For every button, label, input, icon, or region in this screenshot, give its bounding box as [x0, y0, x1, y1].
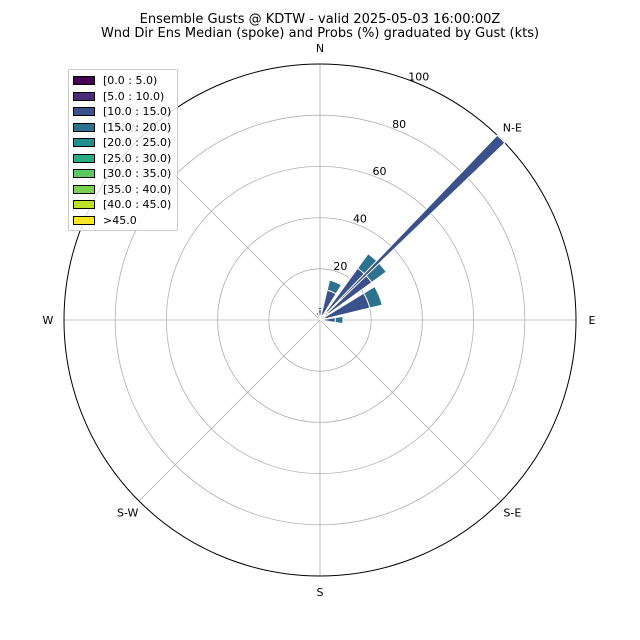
- grid-spoke: [138, 319, 321, 502]
- grid-spoke: [319, 319, 502, 502]
- legend-label: [15.0 : 20.0): [103, 120, 172, 134]
- legend-item: [20.0 : 25.0): [73, 135, 173, 151]
- legend-label: [0.0 : 5.0): [103, 74, 158, 88]
- petal-segment: [317, 306, 323, 311]
- direction-label-s: S: [317, 586, 324, 599]
- radial-tick-label: 80: [392, 118, 406, 131]
- legend-item: [10.0 : 15.0): [73, 104, 173, 120]
- legend-item: >45.0: [73, 213, 173, 229]
- legend-swatch: [73, 122, 95, 132]
- radial-tick-label: 100: [408, 71, 429, 84]
- legend-item: [40.0 : 45.0): [73, 197, 173, 213]
- legend-label: [25.0 : 30.0): [103, 151, 172, 165]
- legend: [0.0 : 5.0) [5.0 : 10.0) [10.0 : 15.0) [15.…: [68, 69, 178, 231]
- legend-swatch: [73, 169, 95, 179]
- radial-tick-label: 40: [353, 213, 367, 226]
- legend-swatch: [73, 76, 95, 86]
- petal-segment: [334, 315, 344, 325]
- legend-swatch: [73, 200, 95, 210]
- legend-swatch: [73, 138, 95, 148]
- radial-tick-label: 20: [333, 260, 347, 273]
- legend-label: [40.0 : 45.0): [103, 198, 172, 212]
- polar-frame: [63, 63, 577, 577]
- legend-item: [5.0 : 10.0): [73, 89, 173, 105]
- legend-swatch: [73, 153, 95, 163]
- direction-label-e: E: [589, 314, 596, 327]
- radial-tick-label: 60: [373, 165, 387, 178]
- legend-item: [35.0 : 40.0): [73, 182, 173, 198]
- median-spoke-group: [319, 134, 506, 321]
- direction-label-s-w: S-W: [117, 506, 139, 519]
- legend-swatch: [73, 91, 95, 101]
- legend-item: [15.0 : 20.0): [73, 120, 173, 136]
- legend-label: [35.0 : 40.0): [103, 182, 172, 196]
- legend-label: >45.0: [103, 213, 137, 227]
- legend-label: [10.0 : 15.0): [103, 105, 172, 119]
- legend-label: [30.0 : 35.0): [103, 167, 172, 181]
- legend-label: [20.0 : 25.0): [103, 136, 172, 150]
- chart-subtitle: Wnd Dir Ens Median (spoke) and Probs (%)…: [100, 26, 540, 41]
- legend-item: [30.0 : 35.0): [73, 166, 173, 182]
- median-spoke: [319, 134, 506, 321]
- direction-label-n: N: [316, 42, 324, 55]
- direction-label-s-e: S-E: [503, 506, 521, 519]
- petal-segment: [326, 279, 343, 295]
- petal-segment: [362, 285, 383, 309]
- legend-label: [5.0 : 10.0): [103, 89, 165, 103]
- legend-item: [0.0 : 5.0): [73, 73, 173, 89]
- legend-swatch: [73, 184, 95, 194]
- legend-swatch: [73, 107, 95, 117]
- direction-label-w: W: [43, 314, 54, 327]
- legend-swatch: [73, 215, 95, 225]
- direction-label-n-e: N-E: [503, 122, 522, 135]
- legend-item: [25.0 : 30.0): [73, 151, 173, 167]
- petal-segment: [321, 319, 326, 324]
- petal-segment: [315, 311, 320, 317]
- chart-title: Ensemble Gusts @ KDTW - valid 2025-05-03…: [139, 12, 501, 27]
